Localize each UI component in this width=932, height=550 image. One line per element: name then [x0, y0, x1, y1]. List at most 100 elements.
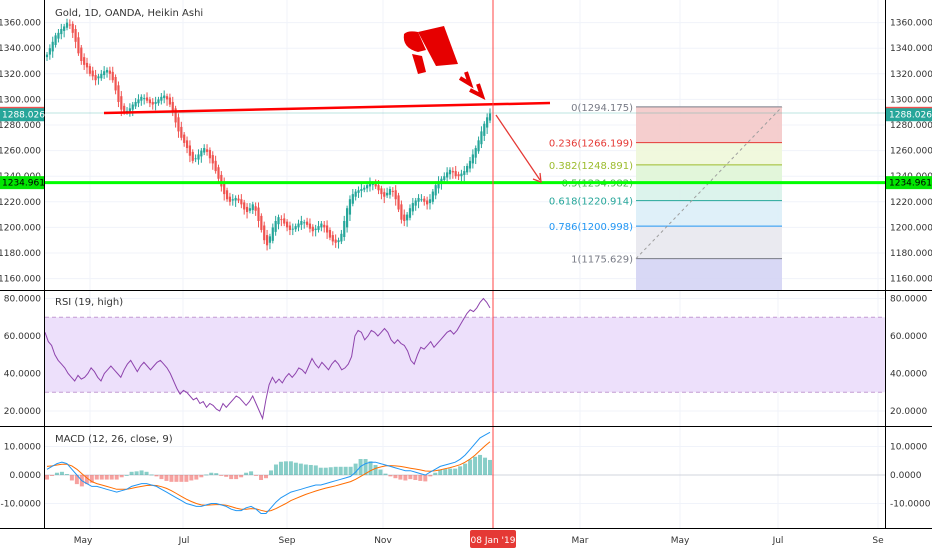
candle-body: [351, 194, 354, 204]
macd-histogram-bar: [214, 473, 219, 475]
candle-body: [245, 206, 249, 213]
candle-body: [154, 101, 157, 104]
candle-body: [280, 219, 283, 221]
left-rsi-tick: 20.0000: [4, 407, 41, 417]
macd-histogram-bar: [219, 475, 224, 476]
candle-body: [380, 188, 383, 195]
candle-body: [300, 221, 303, 225]
candle-body: [228, 196, 232, 202]
macd-histogram-bar: [249, 471, 254, 475]
candle-body: [420, 199, 423, 201]
left-macd-tick: -10.0000: [1, 500, 42, 510]
fib-label-1: 1(1175.629): [571, 255, 633, 266]
macd-histogram-bar: [328, 467, 333, 475]
candle-body: [311, 226, 314, 232]
candle-body: [454, 171, 457, 177]
right-rsi-tick: 40.0000: [890, 370, 927, 380]
macd-histogram-bar: [144, 471, 149, 475]
left-rsi-tick: 40.0000: [4, 370, 41, 380]
macd-histogram-bar: [338, 466, 343, 475]
candle-body: [443, 176, 446, 181]
macd-histogram-bar: [488, 459, 492, 475]
macd-histogram-bar: [174, 475, 179, 482]
candle-body: [423, 198, 426, 202]
rsi-band: [45, 316, 885, 393]
right-rsi-tick: 80.0000: [890, 295, 927, 305]
candle-body: [143, 98, 146, 100]
right-macd-tick: 0.0000: [890, 471, 922, 481]
macd-title[interactable]: MACD (12, 26, close, 9): [55, 434, 173, 445]
left-price-tick: 1200.000: [0, 223, 41, 233]
alarm-bell-icon: [403, 26, 486, 100]
candle-body: [428, 199, 432, 204]
candle-body: [134, 101, 137, 107]
candle-body: [285, 221, 289, 228]
current-date-label: 08 Jan '19: [471, 536, 516, 546]
candle-body: [171, 101, 174, 113]
candle-body: [148, 99, 151, 104]
macd-histogram-bar: [418, 475, 423, 481]
macd-histogram-bar: [109, 475, 114, 480]
candle-body: [411, 203, 414, 212]
candle-body: [65, 22, 69, 28]
right-price-tick: 1320.000: [890, 70, 932, 80]
candle-body: [480, 131, 483, 145]
candle-body: [100, 73, 103, 79]
rsi-title[interactable]: RSI (19, high): [55, 297, 123, 308]
candle-body: [80, 47, 83, 61]
candle-body: [448, 169, 452, 175]
candle-body: [391, 190, 394, 192]
chart-title[interactable]: Gold, 1D, OANDA, Heikin Ashi: [55, 8, 203, 19]
candle-body: [137, 99, 140, 104]
candle-body: [168, 97, 171, 105]
candle-body: [217, 167, 220, 179]
macd-histogram-bar: [49, 475, 54, 476]
macd-histogram-bar: [89, 475, 94, 483]
macd-histogram-bar: [423, 475, 428, 482]
resistance-line: [103, 101, 551, 115]
candle-body: [403, 214, 406, 221]
drawings[interactable]: [0, 0, 932, 528]
price-axes[interactable]: 1360.000 1360.000 1340.000 1340.000 1320.000…: [0, 19, 932, 510]
candle-body: [243, 202, 246, 210]
macd-histogram-bar: [443, 469, 448, 475]
candle-body: [451, 171, 454, 173]
macd-histogram-bar: [179, 475, 184, 482]
candle-body: [111, 71, 114, 81]
fib-label-0: 0(1294.175): [571, 103, 633, 114]
macd-histogram-bar: [184, 475, 189, 482]
candle-body: [117, 85, 120, 102]
fibonacci-retracement[interactable]: 0(1294.175) 0.236(1266.199) 0.382(1248.891…: [549, 103, 783, 290]
candle-body: [191, 151, 194, 161]
macd-histogram-bar: [114, 475, 119, 480]
bell-front: [403, 31, 426, 52]
candle-body: [337, 240, 340, 243]
macd-histogram-bar: [373, 464, 378, 475]
macd-histogram-bar: [318, 467, 323, 475]
right-price-tag-label: 1288.026: [889, 111, 932, 121]
candle-body: [57, 32, 60, 39]
left-price-tick: 1300.000: [0, 95, 41, 105]
time-tick: Nov: [374, 536, 392, 546]
candle-body: [128, 108, 131, 112]
macd-histogram-bar: [134, 471, 139, 475]
macd-histogram-bar: [448, 468, 453, 475]
left-price-tag-label: 1234.961: [2, 179, 45, 189]
macd-histogram-bar: [273, 464, 278, 475]
candle-body: [348, 199, 352, 215]
macd-histogram-bar: [224, 475, 229, 477]
candle-body: [254, 206, 257, 211]
time-axis[interactable]: May Jul Sep Nov Mar May Jul Se 08 Jan '19: [74, 530, 884, 548]
fib-trend-line: [635, 106, 783, 259]
macd-histogram-bar: [139, 470, 144, 475]
macd-histogram-bar: [298, 463, 303, 475]
candle-body: [91, 70, 94, 77]
left-macd-tick: 0.0000: [10, 471, 42, 481]
candle-body: [163, 95, 166, 99]
fib-label-0.786: 0.786(1200.998): [549, 222, 633, 233]
candle-body: [48, 48, 51, 55]
candle-body: [354, 191, 357, 197]
candle-body: [468, 160, 472, 169]
candle-body: [345, 208, 349, 228]
